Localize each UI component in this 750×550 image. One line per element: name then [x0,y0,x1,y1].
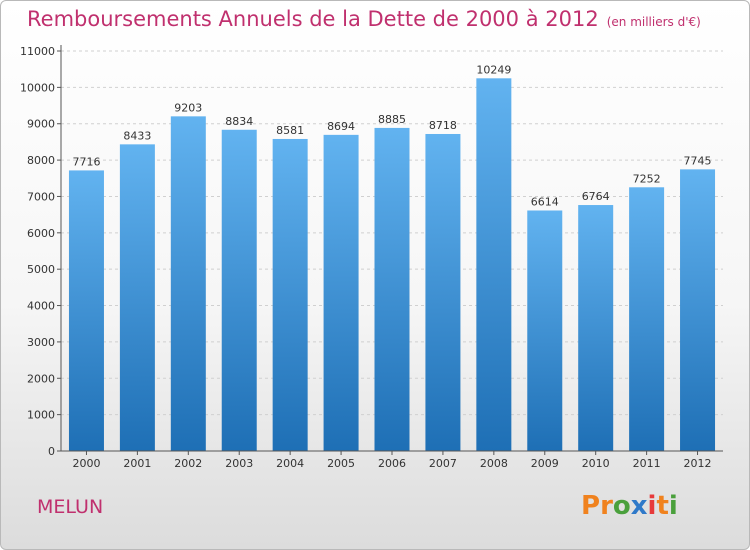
y-tick-label: 11000 [20,45,55,58]
y-tick-label: 2000 [27,372,55,385]
y-tick-label: 3000 [27,336,55,349]
value-label-2011: 7252 [633,172,661,185]
y-tick-label: 4000 [27,300,55,313]
bar-2010[interactable] [578,205,614,451]
logo-letter: r [600,491,613,521]
y-tick-label: 6000 [27,227,55,240]
value-label-2005: 8694 [327,120,355,133]
y-tick-label: 8000 [27,154,55,167]
value-label-2001: 8433 [123,129,151,142]
x-tick-label-2002: 2002 [174,457,202,470]
logo-letter: x [630,491,648,521]
value-label-2010: 6764 [582,190,610,203]
bar-2001[interactable] [119,144,155,451]
value-label-2007: 8718 [429,119,457,132]
x-tick-label-2007: 2007 [429,457,457,470]
value-label-2003: 8834 [225,115,253,128]
value-label-2009: 6614 [531,195,559,208]
bar-2003[interactable] [221,129,257,451]
title-unit: (en milliers d'€) [606,15,701,29]
x-tick-label-2011: 2011 [633,457,661,470]
x-tick-label-2001: 2001 [123,457,151,470]
title-text: Remboursements Annuels de la Dette de 20… [27,7,599,31]
value-label-2000: 7716 [72,155,100,168]
bar-2012[interactable] [680,169,716,451]
x-tick-label-2012: 2012 [684,457,712,470]
x-tick-label-2008: 2008 [480,457,508,470]
logo-letter: t [656,491,669,521]
city-name: MELUN [37,496,104,518]
x-tick-label-2003: 2003 [225,457,253,470]
value-label-2002: 9203 [174,101,202,114]
value-label-2012: 7745 [684,154,712,167]
value-label-2004: 8581 [276,124,304,137]
x-tick-label-2009: 2009 [531,457,559,470]
value-label-2006: 8885 [378,113,406,126]
bar-2000[interactable] [68,170,104,451]
bar-2004[interactable] [272,138,308,452]
logo-letter: i [647,491,657,521]
y-tick-label: 9000 [27,118,55,131]
y-tick-label: 5000 [27,263,55,276]
x-tick-label-2005: 2005 [327,457,355,470]
bar-2011[interactable] [629,187,665,452]
chart-title: Remboursements Annuels de la Dette de 20… [27,7,701,31]
value-label-2008: 10249 [476,63,511,76]
logo-letter: i [668,491,678,521]
bar-2007[interactable] [425,133,461,451]
bar-2008[interactable] [476,78,512,452]
x-tick-label-2006: 2006 [378,457,406,470]
x-tick-label-2000: 2000 [72,457,100,470]
logo-letter: P [581,491,601,521]
bar-2005[interactable] [323,134,359,451]
y-tick-label: 7000 [27,190,55,203]
x-tick-label-2010: 2010 [582,457,610,470]
y-tick-label: 10000 [20,81,55,94]
bar-2002[interactable] [170,116,206,451]
y-tick-label: 0 [48,445,55,458]
logo-letter: o [612,491,631,521]
y-tick-label: 1000 [27,409,55,422]
proxiti-logo[interactable]: Proxiti [581,491,678,521]
bar-2009[interactable] [527,210,563,451]
bar-2006[interactable] [374,127,410,451]
x-tick-label-2004: 2004 [276,457,304,470]
